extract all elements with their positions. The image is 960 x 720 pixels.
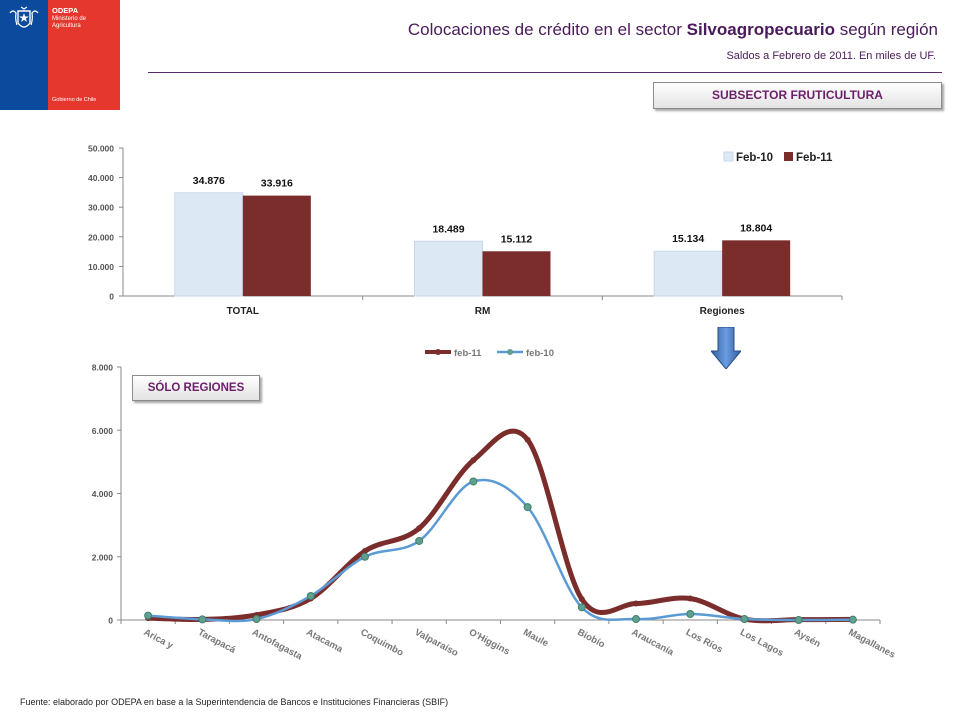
line-category-label: Arica y — [142, 627, 176, 652]
bar-data-label: 34.876 — [193, 175, 225, 187]
line-category-label: Aysén — [792, 627, 822, 650]
bar-feb-10 — [174, 192, 244, 297]
bar-data-label: 18.489 — [432, 223, 464, 235]
bar-feb-10 — [414, 240, 483, 297]
line-chart: 0 2.000 4.000 6.000 8.000 Arica y Tarapacá Anto… — [92, 348, 897, 663]
line-y-tick-label: 8.000 — [92, 363, 114, 373]
bar-y-tick-label: 0 — [109, 292, 114, 302]
coat-of-arms-icon — [9, 6, 39, 28]
bar-y-tick-label: 30.000 — [88, 203, 114, 213]
series-point-feb-11 — [416, 525, 423, 532]
series-point-feb-10 — [632, 615, 641, 624]
bar-feb-11 — [722, 240, 791, 296]
subsector-fruticultura-button[interactable]: SUBSECTOR FRUTICULTURA — [653, 82, 942, 109]
source-footnote: Fuente: elaborado por ODEPA en base a la… — [20, 697, 449, 707]
gobierno-logo: ODEPA Ministerio de Agricultura Gobierno… — [0, 0, 120, 110]
series-point-feb-11 — [687, 595, 694, 602]
line-category-label: Biobío — [575, 627, 606, 651]
line-y-tick-label: 0 — [108, 616, 113, 626]
solo-regiones-button[interactable]: SÓLO REGIONES — [132, 375, 260, 401]
line-category-label: Tarapacá — [196, 627, 238, 656]
bar-legend-swatch — [723, 151, 734, 162]
bar-data-label: 18.804 — [740, 222, 772, 234]
series-point-feb-11 — [578, 596, 585, 603]
series-point-feb-10 — [848, 615, 857, 624]
line-category-label: Antofagasta — [250, 627, 304, 663]
bar-y-tick-label: 50.000 — [88, 144, 114, 154]
line-legend-label: feb-11 — [454, 348, 482, 359]
line-category-label: Atacama — [304, 627, 345, 656]
series-point-feb-10 — [360, 552, 369, 561]
series-point-feb-10 — [740, 615, 749, 624]
series-line-feb-11 — [145, 428, 856, 624]
gobierno-label: Gobierno de Chile — [52, 97, 97, 103]
bar-y-tick-label: 20.000 — [88, 232, 114, 242]
series-point-feb-10 — [144, 611, 153, 620]
odepa-label: ODEPA — [52, 6, 79, 15]
bar-legend-label: Feb-11 — [796, 152, 833, 164]
line-category-label: Los Ríos — [684, 627, 725, 656]
ministry-line1: Ministerio de — [52, 16, 87, 22]
bar-data-label: 15.134 — [672, 233, 704, 245]
logo-blue-panel — [0, 0, 48, 110]
down-arrow-icon — [711, 327, 741, 369]
series-point-feb-10 — [415, 536, 424, 545]
series-point-feb-10 — [577, 603, 586, 612]
line-category-label: Magallanes — [846, 627, 896, 661]
logo-red-panel: ODEPA Ministerio de Agricultura Gobierno… — [48, 0, 120, 110]
series-line-feb-10 — [146, 478, 855, 623]
line-y-tick-label: 4.000 — [92, 489, 114, 499]
line-legend-marker — [507, 349, 513, 355]
title-post: según región — [834, 20, 938, 39]
bar-category-label: TOTAL — [227, 306, 259, 317]
ministry-line2: Agricultura — [52, 23, 81, 29]
series-point-feb-10 — [252, 615, 261, 624]
bar-category-label: RM — [475, 306, 491, 317]
series-point-feb-10 — [306, 591, 315, 600]
series-point-feb-11 — [470, 457, 477, 464]
line-legend-marker — [435, 349, 441, 355]
bar-feb-11 — [482, 251, 551, 296]
series-point-feb-10 — [523, 503, 532, 512]
bar-data-label: 15.112 — [501, 233, 533, 245]
bar-legend-label: Feb-10 — [736, 152, 773, 164]
page-subtitle: Saldos a Febrero de 2011. En miles de UF… — [726, 50, 936, 62]
line-legend-label: feb-10 — [526, 348, 554, 359]
series-point-feb-11 — [361, 548, 368, 555]
bar-category-label: Regiones — [700, 306, 745, 317]
line-y-tick-label: 6.000 — [92, 426, 114, 436]
series-point-feb-10 — [794, 616, 803, 624]
line-category-label: Maule — [521, 627, 550, 649]
title-bold: Silvoagropecuario — [686, 20, 835, 39]
title-divider — [148, 72, 942, 73]
page-title: Colocaciones de crédito en el sector Sil… — [408, 20, 938, 40]
line-category-label: Araucanía — [630, 627, 676, 659]
bar-feb-10 — [653, 250, 723, 297]
title-pre: Colocaciones de crédito en el sector — [407, 20, 687, 39]
series-point-feb-11 — [633, 600, 640, 607]
series-point-feb-10 — [469, 477, 478, 486]
bar-data-label: 33.916 — [261, 178, 293, 190]
line-category-label: Coquimbo — [359, 627, 406, 659]
line-y-tick-label: 2.000 — [92, 552, 114, 562]
ministry-label: Ministerio de Agricultura — [52, 16, 86, 30]
bar-y-tick-label: 10.000 — [88, 262, 114, 272]
line-category-label: Valparaíso — [413, 627, 460, 659]
bar-feb-11 — [242, 195, 311, 296]
series-point-feb-11 — [524, 436, 531, 443]
line-category-label: O'Higgins — [467, 627, 511, 658]
line-category-label: Los Lagos — [738, 627, 785, 659]
bar-y-tick-label: 40.000 — [88, 173, 114, 183]
series-point-feb-10 — [686, 609, 695, 618]
bar-legend-swatch — [784, 152, 793, 161]
series-point-feb-10 — [198, 615, 207, 624]
bar-chart: 0 10.000 20.000 30.000 40.000 50.000 34.876 33.… — [88, 144, 843, 317]
